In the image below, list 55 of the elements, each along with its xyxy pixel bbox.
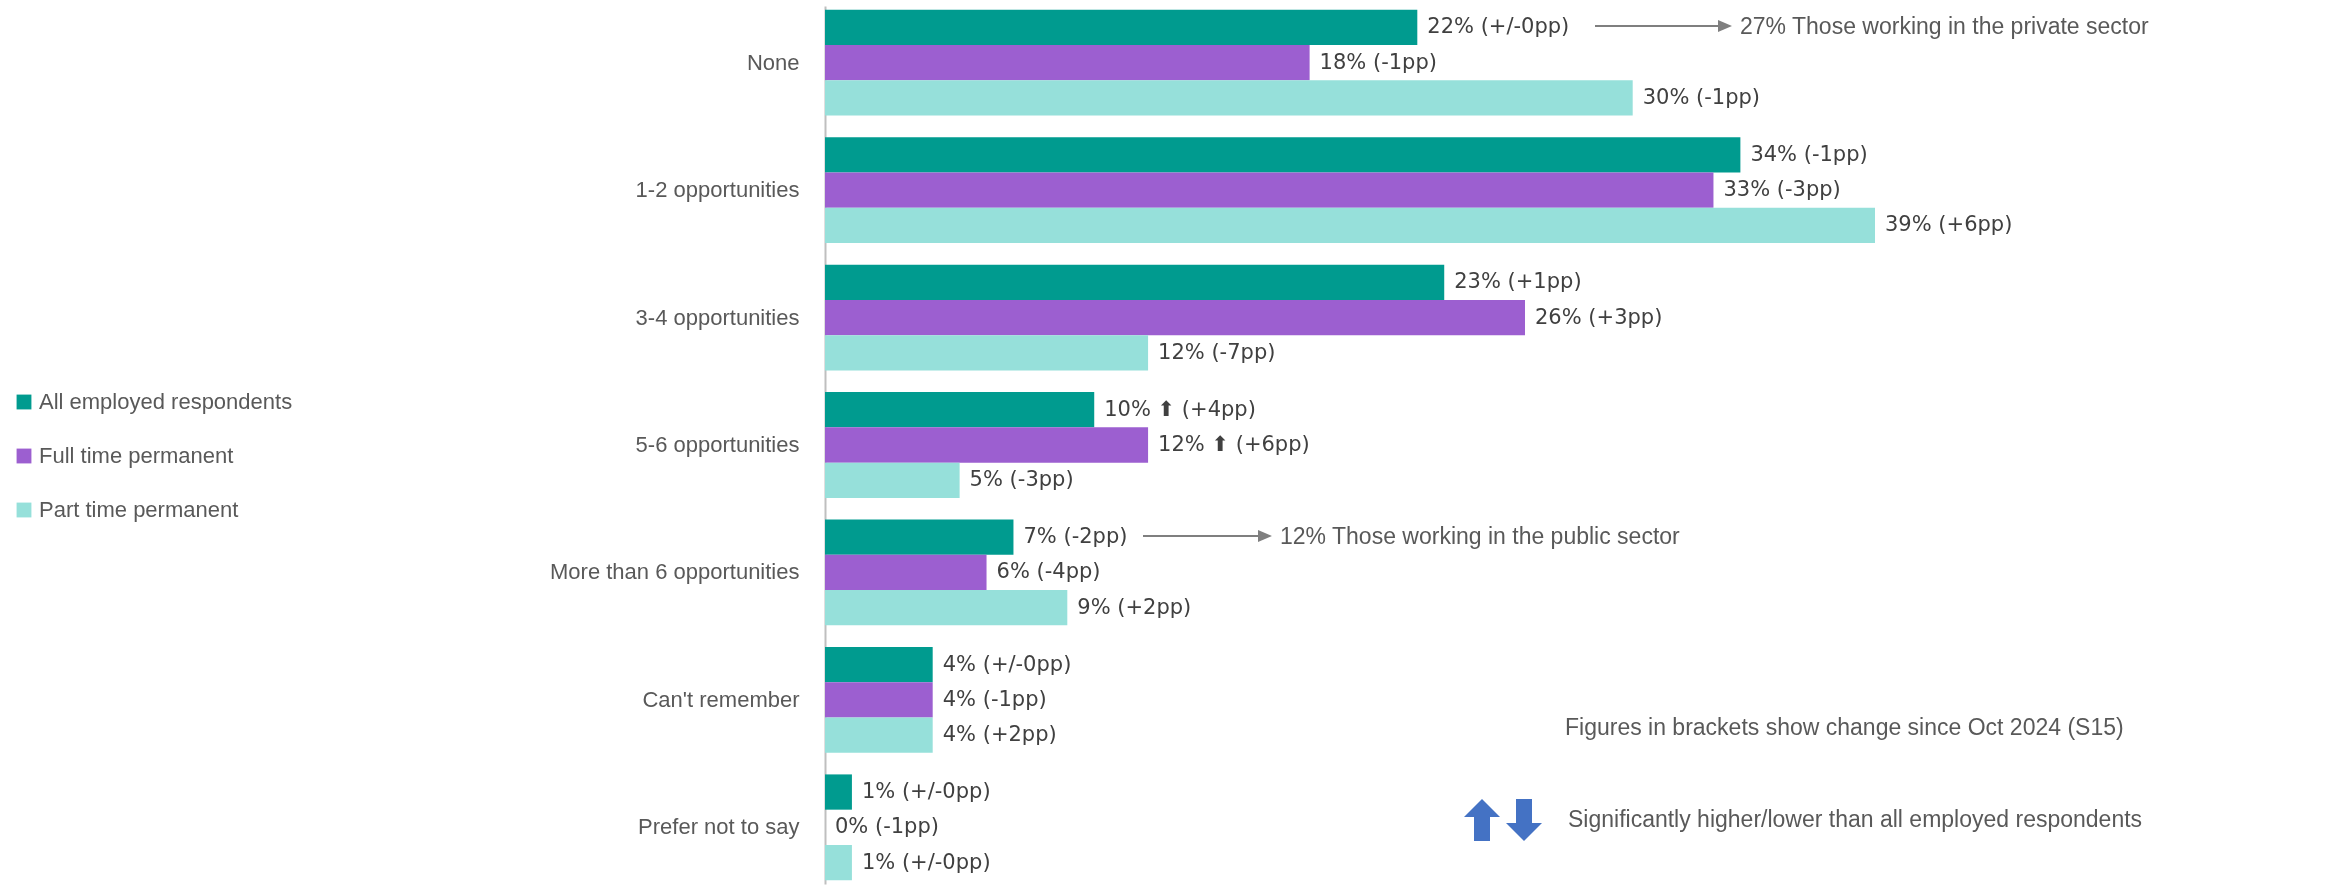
bar <box>825 335 1149 371</box>
bar <box>825 299 1525 336</box>
annotation: Figures in brackets show change since Oct 2024 (S15) <box>1565 713 2124 741</box>
data-label: 1% (+/-0pp) <box>861 849 991 874</box>
y-tick-label: 5-6 opportunities <box>635 432 800 457</box>
data-label: 1% (+/-0pp) <box>861 779 991 804</box>
legend-label: Part time permanent <box>39 497 239 522</box>
bar <box>825 392 1095 428</box>
bar <box>825 427 1149 463</box>
data-label: 4% (-1pp) <box>942 686 1047 711</box>
bar <box>825 137 1741 173</box>
bar <box>825 844 852 881</box>
y-tick-label: None <box>746 49 800 75</box>
bar <box>825 774 852 810</box>
bar <box>825 554 987 591</box>
data-label: 39% (+6pp) <box>1885 212 2013 237</box>
bar <box>825 590 1068 626</box>
bar <box>825 682 933 718</box>
y-tick-label: 3-4 opportunities <box>635 304 800 330</box>
data-label: 23% (+1pp) <box>1454 269 1582 294</box>
y-tick-label: Can't remember <box>642 686 800 712</box>
annotation: 27% Those working in the private sector <box>1740 12 2149 40</box>
data-label: 26% (+3pp) <box>1535 304 1663 329</box>
legend-label: Full time permanent <box>39 443 234 468</box>
bar <box>825 646 933 683</box>
legend-label: All employed respondents <box>39 389 293 414</box>
y-tick-label: Prefer not to say <box>638 814 800 840</box>
bar <box>825 172 1714 208</box>
data-label: 18% (-1pp) <box>1319 49 1437 74</box>
data-label: 0% (-1pp) <box>835 814 939 839</box>
data-label: 10% ⬆ (+4pp) <box>1104 396 1256 421</box>
data-label: 4% (+2pp) <box>942 722 1057 747</box>
data-label: 4% (+/-0pp) <box>942 651 1072 676</box>
bar <box>825 264 1445 300</box>
data-label: 9% (+2pp) <box>1077 594 1192 619</box>
data-label: 22% (+/-0pp) <box>1427 14 1570 39</box>
bar <box>825 519 1014 555</box>
bar <box>825 80 1633 116</box>
bar <box>825 462 960 498</box>
y-tick-label: 1-2 opportunities <box>635 177 800 203</box>
data-label: 7% (-2pp) <box>1023 524 1128 549</box>
bar <box>825 207 1875 244</box>
data-label: 12% (-7pp) <box>1158 339 1276 364</box>
bar <box>825 717 933 753</box>
data-label: 30% (-1pp) <box>1642 84 1761 109</box>
annotation: 12% Those working in the public sector <box>1280 522 1680 550</box>
data-label: 34% (-1pp) <box>1750 141 1868 166</box>
bar <box>825 45 1310 81</box>
bar <box>825 9 1418 46</box>
data-label: 12% ⬆ (+6pp) <box>1158 432 1310 456</box>
data-label: 33% (-3pp) <box>1723 177 1841 202</box>
y-tick-label: More than 6 opportunities <box>550 559 800 585</box>
annotation: Significantly higher/lower than all employed respondents <box>1568 805 2143 833</box>
data-label: 6% (-4pp) <box>996 559 1101 584</box>
data-label: 5% (-3pp) <box>969 467 1074 492</box>
